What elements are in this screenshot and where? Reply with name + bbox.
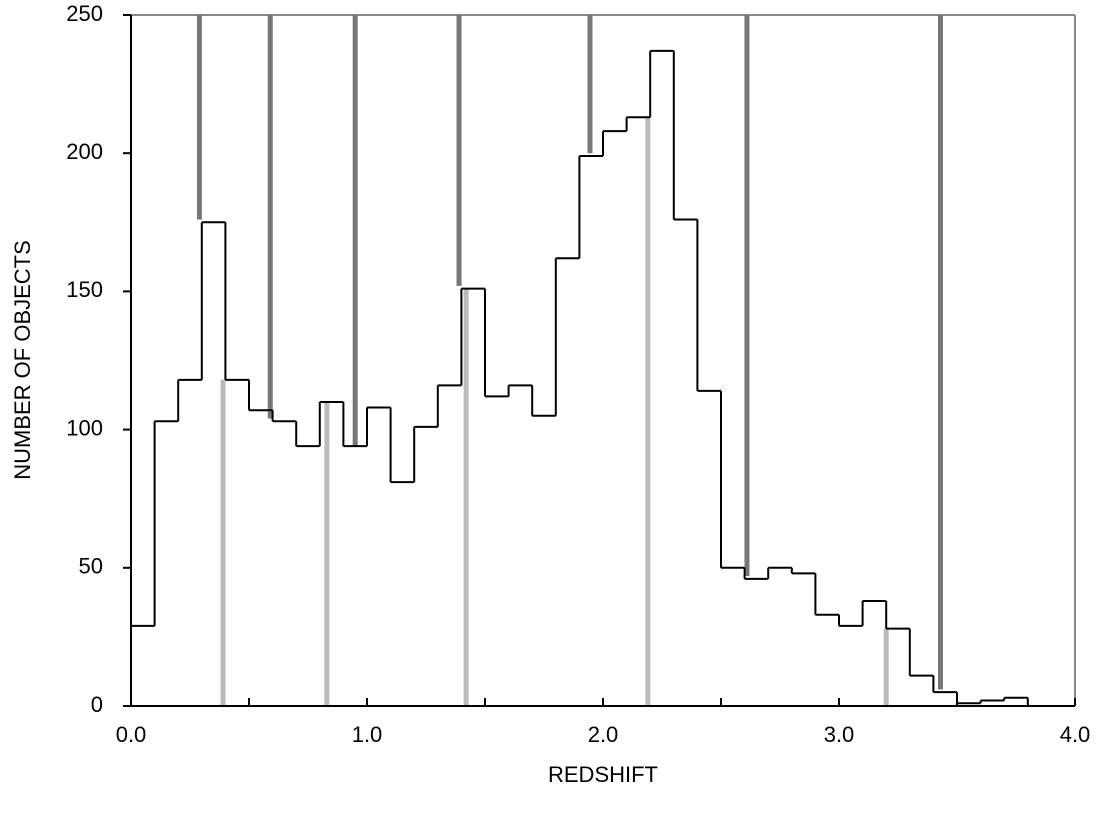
x-tick-label: 0.0 (116, 722, 147, 747)
y-tick-label: 0 (91, 692, 103, 717)
x-tick-label: 1.0 (352, 722, 383, 747)
x-tick-label: 4.0 (1060, 722, 1091, 747)
x-axis-label: REDSHIFT (548, 762, 658, 787)
marker-line (463, 288, 469, 706)
y-axis-label: NUMBER OF OBJECTS (10, 240, 35, 480)
y-tick-label: 250 (66, 1, 103, 26)
marker-line (883, 628, 889, 706)
y-tick-label: 200 (66, 139, 103, 164)
marker-line (267, 15, 273, 419)
marker-line (352, 15, 358, 447)
marker-line (744, 15, 750, 577)
marker-line (324, 401, 330, 706)
marker-line (456, 15, 462, 286)
y-tick-label: 150 (66, 277, 103, 302)
marker-line (587, 15, 593, 154)
x-tick-label: 2.0 (588, 722, 619, 747)
x-tick-label: 3.0 (824, 722, 855, 747)
marker-line (937, 15, 943, 690)
marker-line (220, 379, 226, 706)
marker-line (645, 117, 651, 706)
y-tick-label: 100 (66, 415, 103, 440)
marker-line (196, 15, 202, 220)
y-tick-label: 50 (79, 554, 103, 579)
